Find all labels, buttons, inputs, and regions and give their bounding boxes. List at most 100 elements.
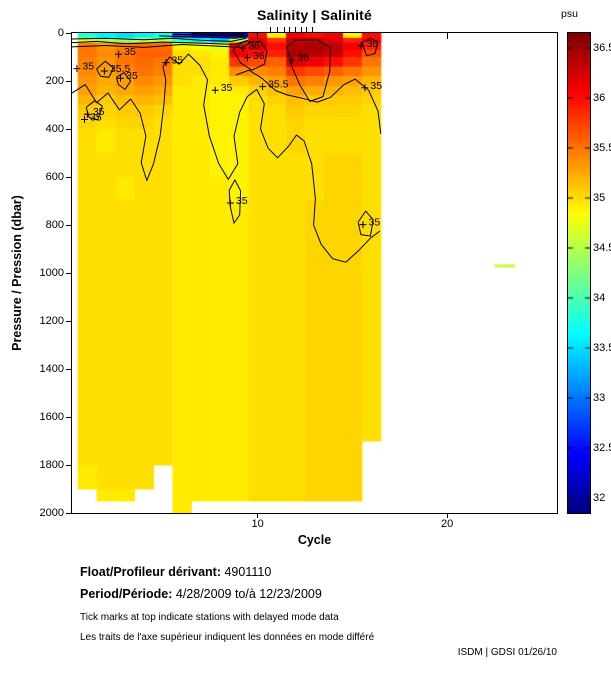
y-tick	[66, 128, 71, 130]
colorbar-tick-label: 34	[593, 292, 606, 304]
contour-label-anchor	[100, 67, 108, 75]
contour-label-anchor	[226, 199, 234, 207]
y-tick-label: 1000	[39, 267, 64, 279]
y-tick	[66, 80, 71, 82]
note-delayed-mode-en: Tick marks at top indicate stations with…	[80, 612, 339, 623]
contour-label: 35	[124, 46, 136, 58]
period-value: 4/28/2009 to/à 12/23/2009	[175, 587, 322, 601]
y-tick	[66, 416, 71, 418]
contour-line-35	[72, 53, 381, 263]
contour-line-34.9	[72, 42, 251, 48]
contour-label: 36	[253, 50, 265, 62]
x-tick	[257, 513, 259, 518]
contour-line-33	[172, 33, 245, 37]
contour-label: 36	[297, 52, 309, 64]
x-tick-label: 20	[440, 518, 454, 530]
contour-line-35	[85, 100, 103, 121]
colorbar-tick-label: 33	[593, 392, 606, 404]
x-axis-label: Cycle	[297, 533, 332, 547]
contour-label-anchor	[83, 110, 91, 118]
contour-line-32.5	[191, 33, 243, 35]
contour-label: 35	[126, 70, 138, 82]
contour-label: 36	[248, 40, 260, 52]
colorbar-tick-label: 35	[593, 192, 606, 204]
contour-label: 35.5	[268, 79, 289, 91]
y-tick	[66, 512, 71, 514]
colorbar-tick-label: 33.5	[593, 342, 611, 354]
contour-line-33.5	[159, 35, 247, 39]
y-tick	[66, 224, 71, 226]
y-tick-label: 800	[45, 219, 64, 231]
colorbar-gradient	[568, 33, 590, 513]
contour-label-anchor	[73, 65, 81, 73]
contour-label: 35	[90, 111, 102, 123]
colorbar-tick-label: 35.5	[593, 142, 611, 154]
salinity-heatmap	[72, 33, 557, 513]
y-tick-label: 1800	[39, 459, 64, 471]
float-id-label: Float/Profileur dérivant:	[80, 565, 221, 579]
colorbar	[567, 32, 591, 514]
colorbar-unit-label: psu	[561, 8, 578, 20]
contour-label: 36	[367, 38, 379, 50]
y-tick-label: 600	[45, 171, 64, 183]
contour-label: 35	[236, 195, 248, 207]
contour-line-34.5	[72, 39, 249, 45]
float-id-value: 4901110	[224, 565, 272, 579]
x-tick-top	[257, 33, 259, 39]
delayed-mode-tick	[306, 27, 308, 32]
delayed-mode-tick	[289, 27, 291, 32]
delayed-mode-tick	[300, 27, 302, 32]
colorbar-tick-label: 36.5	[593, 42, 611, 54]
y-tick	[66, 368, 71, 370]
y-tick-label: 1600	[39, 411, 64, 423]
delayed-mode-tick	[283, 27, 285, 32]
contour-label-anchor	[162, 59, 170, 67]
contour-label-anchor	[361, 84, 369, 92]
contour-line-36	[286, 39, 332, 102]
contour-label-anchor	[80, 115, 88, 123]
contour-label-anchor	[243, 54, 251, 62]
y-tick	[66, 272, 71, 274]
colorbar-tick-label: 34.5	[593, 242, 611, 254]
colorbar-tick-label: 32	[593, 492, 606, 504]
delayed-mode-tick	[295, 27, 297, 32]
period-line: Period/Période: 4/28/2009 to/à 12/23/200…	[80, 587, 322, 601]
contour-label: 35	[221, 82, 233, 94]
contour-line-35.5	[235, 69, 382, 134]
chart-title: Salinity | Salinité	[256, 7, 373, 23]
y-tick	[66, 320, 71, 322]
y-tick-label: 1400	[39, 363, 64, 375]
y-tick	[66, 32, 71, 34]
delayed-mode-tick	[277, 27, 279, 32]
contour-label: 35	[368, 217, 380, 229]
contour-line-35.5	[96, 60, 115, 78]
plot-area: 35 35.5 35 35 35 35 36 36 35.5 36 36 35 35 35 35 35	[71, 32, 558, 514]
contour-label-anchor	[239, 44, 247, 52]
x-tick	[446, 513, 448, 518]
delayed-mode-tick	[312, 27, 314, 32]
y-tick-label: 2000	[39, 507, 64, 519]
contour-label-anchor	[357, 42, 365, 50]
y-tick-label: 0	[57, 27, 64, 39]
float-id-line: Float/Profileur dérivant: 4901110	[80, 565, 271, 579]
contour-label-anchor	[116, 74, 124, 82]
y-tick	[66, 464, 71, 466]
contour-line-36	[232, 40, 268, 71]
x-tick-label: 10	[251, 518, 264, 530]
colorbar-tick-label: 36	[593, 92, 606, 104]
contour-line-34	[72, 37, 247, 42]
y-tick-label: 1200	[39, 315, 64, 327]
contour-line-35	[357, 210, 374, 237]
y-tick-label: 200	[45, 75, 64, 87]
colorbar-tick-label: 32.5	[593, 442, 611, 454]
contour-label-anchor	[359, 221, 367, 229]
contour-line-35.5	[116, 72, 132, 90]
contour-label-anchor	[211, 86, 219, 94]
note-delayed-mode-fr: Les traits de l'axe supérieur indiquent …	[80, 632, 375, 643]
contour-label-anchor	[259, 83, 267, 91]
contour-label: 35	[171, 55, 183, 67]
contour-line-36	[361, 37, 379, 57]
contour-label-anchor	[115, 50, 123, 58]
